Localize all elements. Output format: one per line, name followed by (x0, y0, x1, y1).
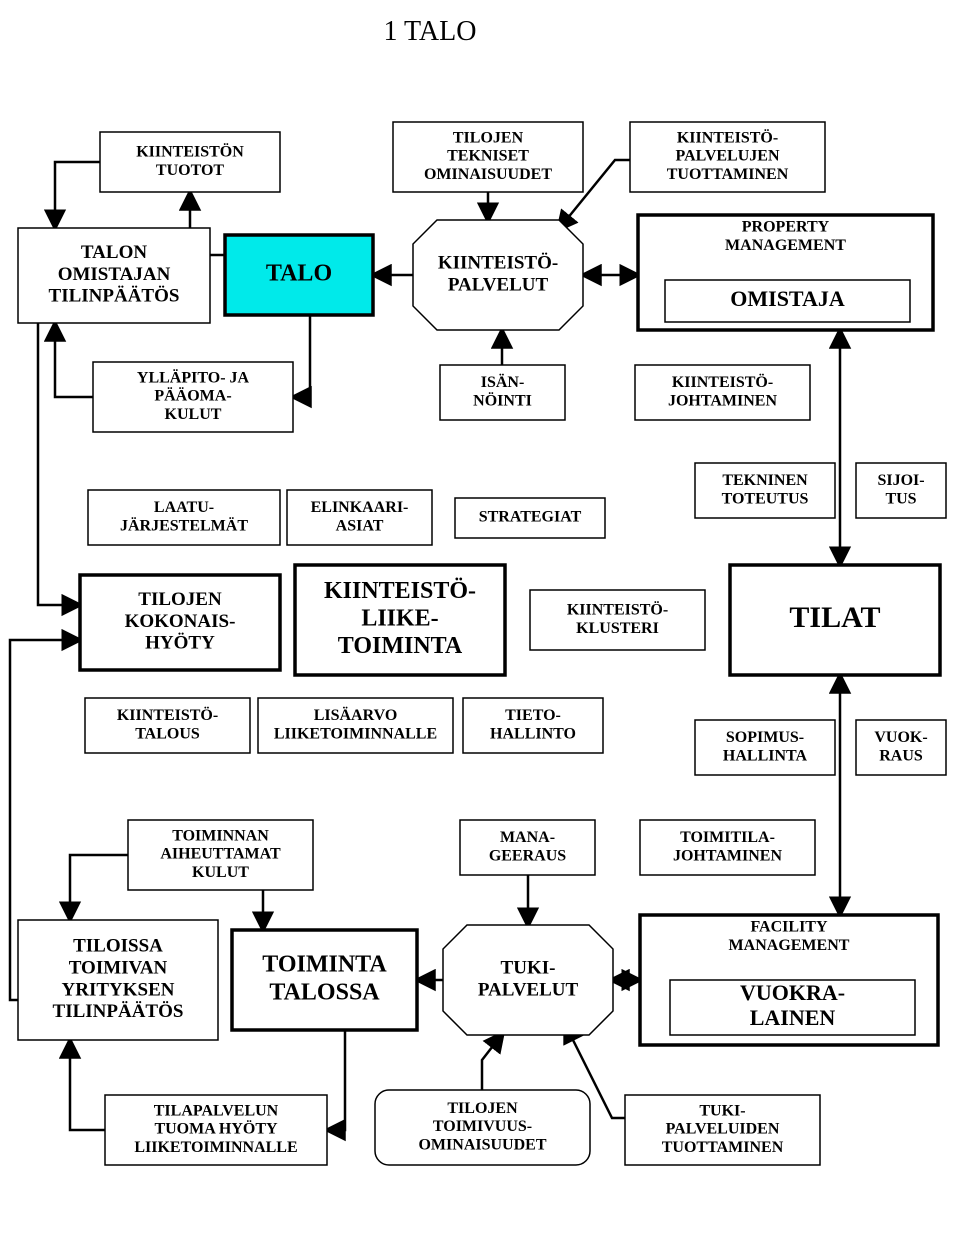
svg-text:TILINPÄÄTÖS: TILINPÄÄTÖS (49, 286, 180, 307)
svg-text:PALVELUIDEN: PALVELUIDEN (666, 1121, 780, 1138)
svg-text:TOIMIVUUS-: TOIMIVUUS- (433, 1118, 532, 1135)
svg-text:TILOJEN: TILOJEN (138, 589, 222, 610)
svg-text:NÖINTI: NÖINTI (473, 391, 532, 409)
svg-text:TUOTOT: TUOTOT (156, 162, 225, 179)
svg-text:TALO: TALO (266, 261, 332, 287)
svg-text:JÄRJESTELMÄT: JÄRJESTELMÄT (120, 516, 248, 534)
svg-text:KOKONAIS-: KOKONAIS- (125, 611, 236, 632)
svg-text:PROPERTY: PROPERTY (742, 218, 830, 235)
svg-text:LIIKE-: LIIKE- (361, 606, 438, 632)
svg-text:TALOUS: TALOUS (135, 725, 200, 742)
svg-text:STRATEGIAT: STRATEGIAT (479, 509, 582, 526)
svg-text:OMISTAJA: OMISTAJA (730, 286, 845, 311)
svg-text:TALON: TALON (81, 242, 147, 263)
svg-text:FACILITY: FACILITY (750, 918, 827, 935)
svg-text:TILAT: TILAT (789, 601, 880, 634)
svg-text:KIINTEISTÖ-: KIINTEISTÖ- (677, 128, 778, 146)
svg-text:MANAGEMENT: MANAGEMENT (729, 937, 850, 954)
svg-text:ELINKAARI-: ELINKAARI- (311, 499, 409, 516)
svg-text:TALOSSA: TALOSSA (269, 979, 380, 1005)
svg-text:SIJOI-: SIJOI- (877, 472, 924, 489)
svg-text:TILAPALVELUN: TILAPALVELUN (154, 1102, 279, 1119)
svg-text:KIINTEISTÖ-: KIINTEISTÖ- (117, 706, 218, 724)
svg-text:PALVELUT: PALVELUT (478, 979, 579, 1000)
svg-text:TILOJEN: TILOJEN (453, 129, 524, 146)
svg-text:ASIAT: ASIAT (336, 517, 384, 534)
svg-text:TOIMINTA: TOIMINTA (262, 952, 387, 978)
svg-text:KIINTEISTÖ-: KIINTEISTÖ- (672, 373, 773, 391)
svg-text:TOIMINTA: TOIMINTA (338, 633, 463, 659)
svg-text:KULUT: KULUT (165, 406, 222, 423)
svg-text:MANA-: MANA- (500, 829, 555, 846)
svg-text:TUOTTAMINEN: TUOTTAMINEN (667, 166, 789, 183)
svg-text:KULUT: KULUT (192, 864, 249, 881)
svg-text:YLLÄPITO- JA: YLLÄPITO- JA (137, 368, 250, 386)
svg-text:VUOKRA-: VUOKRA- (740, 980, 845, 1005)
svg-text:TILOJEN: TILOJEN (447, 1100, 518, 1117)
svg-text:JOHTAMINEN: JOHTAMINEN (673, 847, 782, 864)
svg-text:RAUS: RAUS (879, 747, 923, 764)
svg-text:TILINPÄÄTÖS: TILINPÄÄTÖS (53, 1001, 184, 1022)
page-title: 1 TALO (384, 16, 477, 47)
svg-text:TUKI-: TUKI- (501, 957, 556, 978)
svg-text:LAINEN: LAINEN (750, 1005, 836, 1030)
svg-text:TOIMITILA-: TOIMITILA- (680, 829, 775, 846)
svg-text:SOPIMUS-: SOPIMUS- (726, 729, 804, 746)
svg-text:LIIKETOIMINNALLE: LIIKETOIMINNALLE (134, 1139, 297, 1156)
svg-text:MANAGEMENT: MANAGEMENT (725, 237, 846, 254)
svg-text:OMINAISUUDET: OMINAISUUDET (418, 1137, 546, 1154)
svg-text:TIETO-: TIETO- (505, 707, 561, 724)
svg-text:GEERAUS: GEERAUS (489, 847, 566, 864)
svg-text:TOTEUTUS: TOTEUTUS (722, 490, 809, 507)
svg-text:OMISTAJAN: OMISTAJAN (58, 264, 171, 285)
svg-text:KIINTEISTÖ-: KIINTEISTÖ- (567, 600, 668, 618)
svg-text:JOHTAMINEN: JOHTAMINEN (668, 392, 777, 409)
svg-text:YRITYKSEN: YRITYKSEN (62, 979, 175, 1000)
svg-text:TUOMA HYÖTY: TUOMA HYÖTY (154, 1120, 278, 1138)
svg-text:HALLINTA: HALLINTA (723, 747, 808, 764)
svg-text:OMINAISUUDET: OMINAISUUDET (424, 166, 552, 183)
svg-text:TEKNISET: TEKNISET (447, 148, 529, 165)
svg-text:ISÄN-: ISÄN- (481, 373, 525, 391)
svg-text:LAATU-: LAATU- (154, 499, 214, 516)
svg-text:TEKNINEN: TEKNINEN (722, 472, 808, 489)
svg-text:TOIMINNAN: TOIMINNAN (172, 827, 269, 844)
svg-text:HYÖTY: HYÖTY (145, 633, 215, 654)
svg-text:KLUSTERI: KLUSTERI (576, 620, 659, 637)
svg-text:AIHEUTTAMAT: AIHEUTTAMAT (160, 846, 281, 863)
svg-text:KIINTEISTÖ-: KIINTEISTÖ- (438, 252, 558, 273)
svg-text:TOIMIVAN: TOIMIVAN (69, 957, 168, 978)
svg-text:KIINTEISTÖN: KIINTEISTÖN (136, 142, 244, 160)
svg-text:LIIKETOIMINNALLE: LIIKETOIMINNALLE (274, 725, 437, 742)
svg-text:TUKI-: TUKI- (699, 1102, 745, 1119)
svg-text:PALVELUJEN: PALVELUJEN (675, 148, 779, 165)
svg-text:VUOK-: VUOK- (874, 729, 927, 746)
svg-text:TILOISSA: TILOISSA (73, 936, 163, 957)
svg-text:PALVELUT: PALVELUT (448, 274, 549, 295)
svg-text:TUS: TUS (885, 490, 916, 507)
svg-text:PÄÄOMA-: PÄÄOMA- (154, 387, 231, 405)
svg-text:LISÄARVO: LISÄARVO (314, 706, 398, 724)
svg-text:TUOTTAMINEN: TUOTTAMINEN (662, 1139, 784, 1156)
svg-text:KIINTEISTÖ-: KIINTEISTÖ- (324, 578, 476, 604)
svg-text:HALLINTO: HALLINTO (490, 725, 576, 742)
